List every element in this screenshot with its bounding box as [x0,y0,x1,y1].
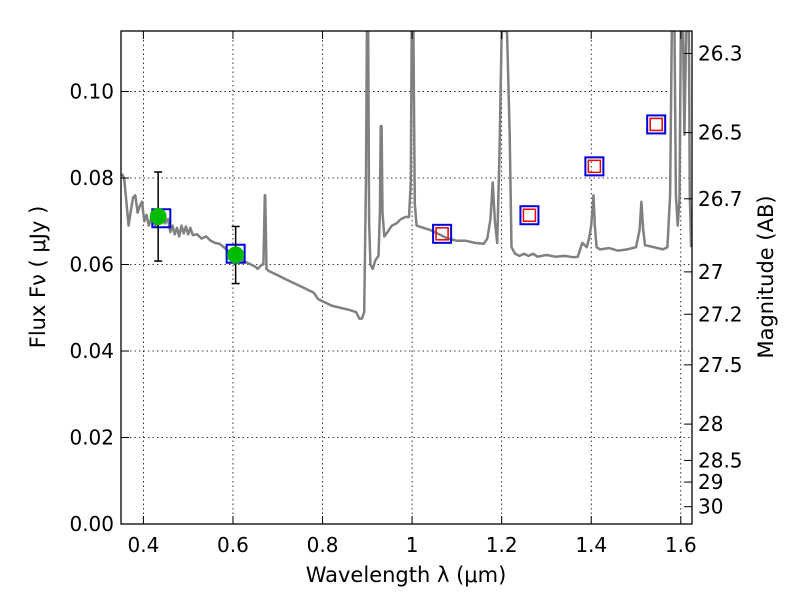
magnitude-tick-label: 26.5 [698,121,743,145]
magnitude-tick-label: 26.3 [698,41,743,65]
magnitude-tick-label: 27 [698,260,723,284]
observed-flux-point [149,208,167,226]
y-tick-label: 0.10 [69,80,114,104]
upper-limit-marker [522,208,537,222]
x-axis-label: Wavelength λ (μm) [306,563,507,587]
magnitude-axis-label: Magnitude (AB) [754,195,778,358]
magnitude-tick-label: 28.5 [698,448,743,472]
x-axis-ticks: 0.4 0.6 0.8 1 1.2 1.4 1.6 [127,31,697,557]
x-tick-label: 1.4 [575,533,607,557]
magnitude-tick-label: 26.7 [698,187,743,211]
upper-limit-marker [649,117,663,132]
x-tick-label: 1 [406,533,419,557]
x-tick-label: 1.6 [665,533,697,557]
model-photometry-marker [646,114,667,135]
x-tick-label: 0.8 [307,533,339,557]
model-photometry-marker [584,156,605,177]
magnitude-tick-label: 28 [698,412,723,436]
x-tick-label: 0.6 [217,533,249,557]
plot-content [121,31,692,320]
y-axis-label: Flux Fν ( μJy ) [26,206,50,349]
x-tick-label: 0.4 [127,533,159,557]
upper-limit-marker [587,159,602,174]
magnitude-tick-label: 27.5 [698,353,743,377]
y-tick-label: 0.00 [69,512,114,536]
magnitude-tick-label: 27.2 [698,302,743,326]
model-photometry-marker [432,223,453,244]
upper-limit-marker [435,227,449,241]
plot-frame [120,30,693,525]
y-tick-label: 0.08 [69,166,114,190]
y-tick-label: 0.06 [69,253,114,277]
magnitude-tick-label: 30 [698,495,723,519]
observed-flux-point [227,246,245,264]
y-axis-ticks: 0.00 0.02 0.04 0.06 0.08 0.10 [69,80,129,536]
model-photometry-marker [519,205,540,226]
grid-lines [121,31,692,525]
magnitude-tick-label: 29 [698,470,723,494]
y-tick-label: 0.04 [69,339,114,363]
y-tick-label: 0.02 [69,426,114,450]
x-tick-label: 1.2 [486,533,518,557]
model-spectrum-line [121,31,692,320]
